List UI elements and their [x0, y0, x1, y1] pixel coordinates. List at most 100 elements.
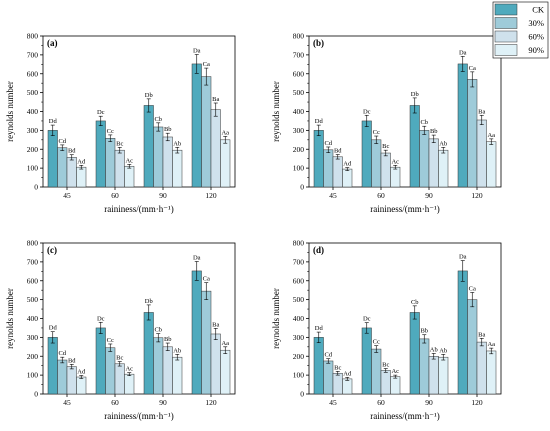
significance-label: Cc [107, 337, 114, 344]
significance-label: Dc [363, 316, 371, 323]
significance-label: Bc [382, 143, 389, 150]
bar [380, 370, 391, 395]
y-tick-label: 700 [27, 257, 39, 266]
bar [76, 376, 87, 395]
y-tick-label: 100 [27, 164, 39, 173]
significance-label: Ba [212, 321, 219, 328]
bar [438, 356, 449, 395]
significance-label: Bb [164, 336, 172, 343]
y-tick-label: 0 [300, 390, 304, 399]
significance-label: Db [145, 298, 153, 305]
bar [210, 333, 221, 395]
significance-label: Ba [478, 331, 485, 338]
y-tick-label: 200 [27, 352, 39, 361]
x-tick-label: 90 [159, 398, 167, 407]
bar [220, 349, 231, 395]
significance-label: Bb [420, 328, 428, 335]
significance-label: Cd [324, 140, 332, 147]
significance-label: Ac [125, 157, 133, 164]
significance-label: Bd [68, 357, 76, 364]
x-axis-label: raininess/(mm·h⁻¹) [370, 411, 439, 421]
significance-label: Ad [343, 370, 352, 377]
bar [66, 157, 77, 188]
significance-label: Ca [469, 65, 476, 72]
panel-label: (a) [47, 38, 58, 48]
bar [66, 366, 77, 395]
x-tick-label: 120 [471, 191, 483, 200]
bar [124, 373, 135, 395]
legend-label: CK [532, 5, 545, 15]
significance-label: Ab [439, 347, 447, 354]
bar [114, 363, 125, 395]
chart-panel-3: 0 100 200 300 400 500 600 700 800 reynolds number… [5, 239, 236, 421]
significance-label: Bc [382, 362, 389, 369]
bar [438, 149, 449, 188]
y-tick-label: 200 [293, 145, 305, 154]
bar [361, 120, 372, 188]
panel-label: (d) [313, 245, 324, 255]
bar [172, 149, 183, 188]
y-tick-label: 200 [27, 145, 39, 154]
x-tick-label: 90 [159, 191, 167, 200]
y-tick-label: 300 [27, 126, 39, 135]
bar [467, 299, 478, 395]
bar [371, 139, 382, 188]
bar [313, 337, 324, 395]
significance-label: Dd [49, 325, 58, 332]
significance-label: Aa [221, 340, 229, 347]
significance-label: Ca [469, 285, 476, 292]
bar [486, 141, 497, 188]
bar [409, 105, 420, 188]
legend-swatch [494, 17, 518, 29]
x-tick-label: 90 [425, 398, 433, 407]
chart-panel-2: 0 100 200 300 400 500 600 700 800 reynolds number… [271, 32, 502, 214]
significance-label: Ab [439, 140, 447, 147]
x-tick-label: 60 [377, 398, 385, 407]
y-tick-label: 500 [293, 295, 305, 304]
bar [486, 350, 497, 395]
y-tick-label: 100 [293, 371, 305, 380]
bar [371, 348, 382, 395]
bar [323, 360, 334, 395]
y-tick-label: 800 [293, 239, 305, 248]
bar [342, 168, 353, 188]
significance-label: Cd [58, 138, 66, 145]
x-axis-label: raininess/(mm·h⁻¹) [104, 411, 173, 421]
y-tick-label: 300 [293, 126, 305, 135]
significance-label: Dc [97, 109, 105, 116]
significance-label: Ba [478, 108, 485, 115]
y-axis-label: reynolds number [5, 288, 15, 349]
bar [380, 152, 391, 188]
significance-label: Cc [373, 129, 380, 136]
y-tick-label: 0 [34, 390, 38, 399]
bar [457, 270, 468, 395]
significance-label: Bb [164, 126, 172, 133]
bar [323, 149, 334, 188]
significance-label: Bd [68, 148, 76, 155]
bar [457, 63, 468, 188]
significance-label: Dc [363, 108, 371, 115]
significance-label: Ab [430, 346, 438, 353]
significance-label: Ac [125, 366, 133, 373]
significance-label: Dd [49, 118, 58, 125]
x-tick-label: 60 [377, 191, 385, 200]
legend-swatch [494, 30, 518, 43]
bar [220, 139, 231, 188]
bar [390, 376, 401, 395]
significance-label: Ac [391, 158, 399, 165]
y-tick-label: 400 [27, 314, 39, 323]
significance-label: Ca [203, 61, 210, 68]
bar [476, 119, 487, 188]
y-tick-label: 800 [27, 239, 39, 248]
significance-label: Ba [212, 96, 219, 103]
y-tick-label: 600 [27, 69, 39, 78]
x-tick-label: 45 [63, 398, 71, 407]
bar [162, 136, 173, 188]
legend-label: 90% [528, 45, 544, 55]
bar [476, 341, 487, 395]
x-tick-label: 45 [329, 191, 337, 200]
y-tick-label: 200 [293, 352, 305, 361]
bar [409, 312, 420, 395]
